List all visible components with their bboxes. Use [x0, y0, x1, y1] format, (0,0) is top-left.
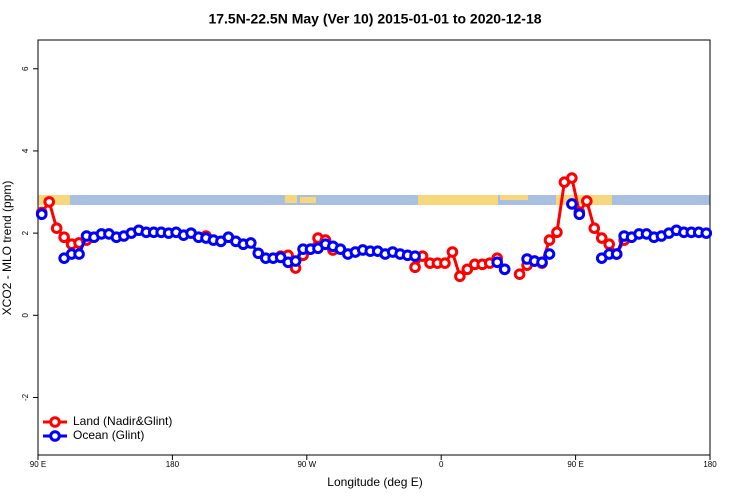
- y-tick-label: 6: [21, 66, 30, 71]
- legend-marker: [49, 430, 61, 442]
- x-axis-title: Longitude (deg E): [327, 475, 422, 489]
- point: [73, 248, 85, 260]
- x-tick-label: 0: [439, 460, 444, 469]
- point: [454, 270, 466, 283]
- y-tick-label: -2: [21, 393, 30, 401]
- y-axis-title: XCO2 - MLO trend (ppm): [0, 181, 14, 316]
- x-tick-label: 180: [703, 460, 717, 469]
- point: [566, 172, 578, 184]
- series: [35, 198, 713, 276]
- point: [35, 208, 48, 221]
- point: [513, 268, 526, 281]
- point: [595, 232, 608, 244]
- point: [498, 263, 511, 276]
- y-tick-label: 4: [21, 148, 30, 153]
- point: [43, 196, 56, 208]
- legend-label: Ocean (Glint): [73, 428, 144, 442]
- point: [409, 250, 421, 262]
- x-tick-label: 90 E: [30, 460, 46, 469]
- point: [610, 248, 623, 260]
- point: [461, 263, 474, 276]
- x-tick-label: 90 W: [297, 460, 316, 469]
- point: [245, 237, 257, 249]
- point: [536, 256, 548, 269]
- legend-marker: [49, 416, 61, 428]
- point: [289, 255, 302, 267]
- x-tick-label: 180: [166, 460, 180, 469]
- map-strip: [38, 195, 710, 205]
- point: [573, 208, 586, 221]
- point: [566, 198, 578, 210]
- point: [334, 243, 347, 255]
- point: [274, 251, 287, 264]
- point: [588, 222, 601, 234]
- point: [491, 256, 504, 269]
- point: [409, 261, 421, 274]
- x-tick-label: 90 E: [567, 460, 583, 469]
- y-tick-label: 2: [21, 230, 30, 235]
- plot-frame: [37, 39, 711, 456]
- point: [446, 246, 459, 258]
- point: [581, 195, 593, 207]
- point: [439, 257, 451, 269]
- point: [58, 231, 70, 244]
- point: [543, 248, 556, 260]
- point: [700, 227, 713, 239]
- point: [603, 238, 616, 251]
- point: [543, 234, 556, 246]
- legend-label: Land (Nadir&Glint): [73, 414, 172, 428]
- point: [50, 222, 63, 234]
- chart-title: 17.5N-22.5N May (Ver 10) 2015-01-01 to 2…: [208, 11, 541, 27]
- point: [551, 226, 563, 239]
- point: [252, 247, 265, 260]
- y-tick-label: 0: [21, 313, 30, 318]
